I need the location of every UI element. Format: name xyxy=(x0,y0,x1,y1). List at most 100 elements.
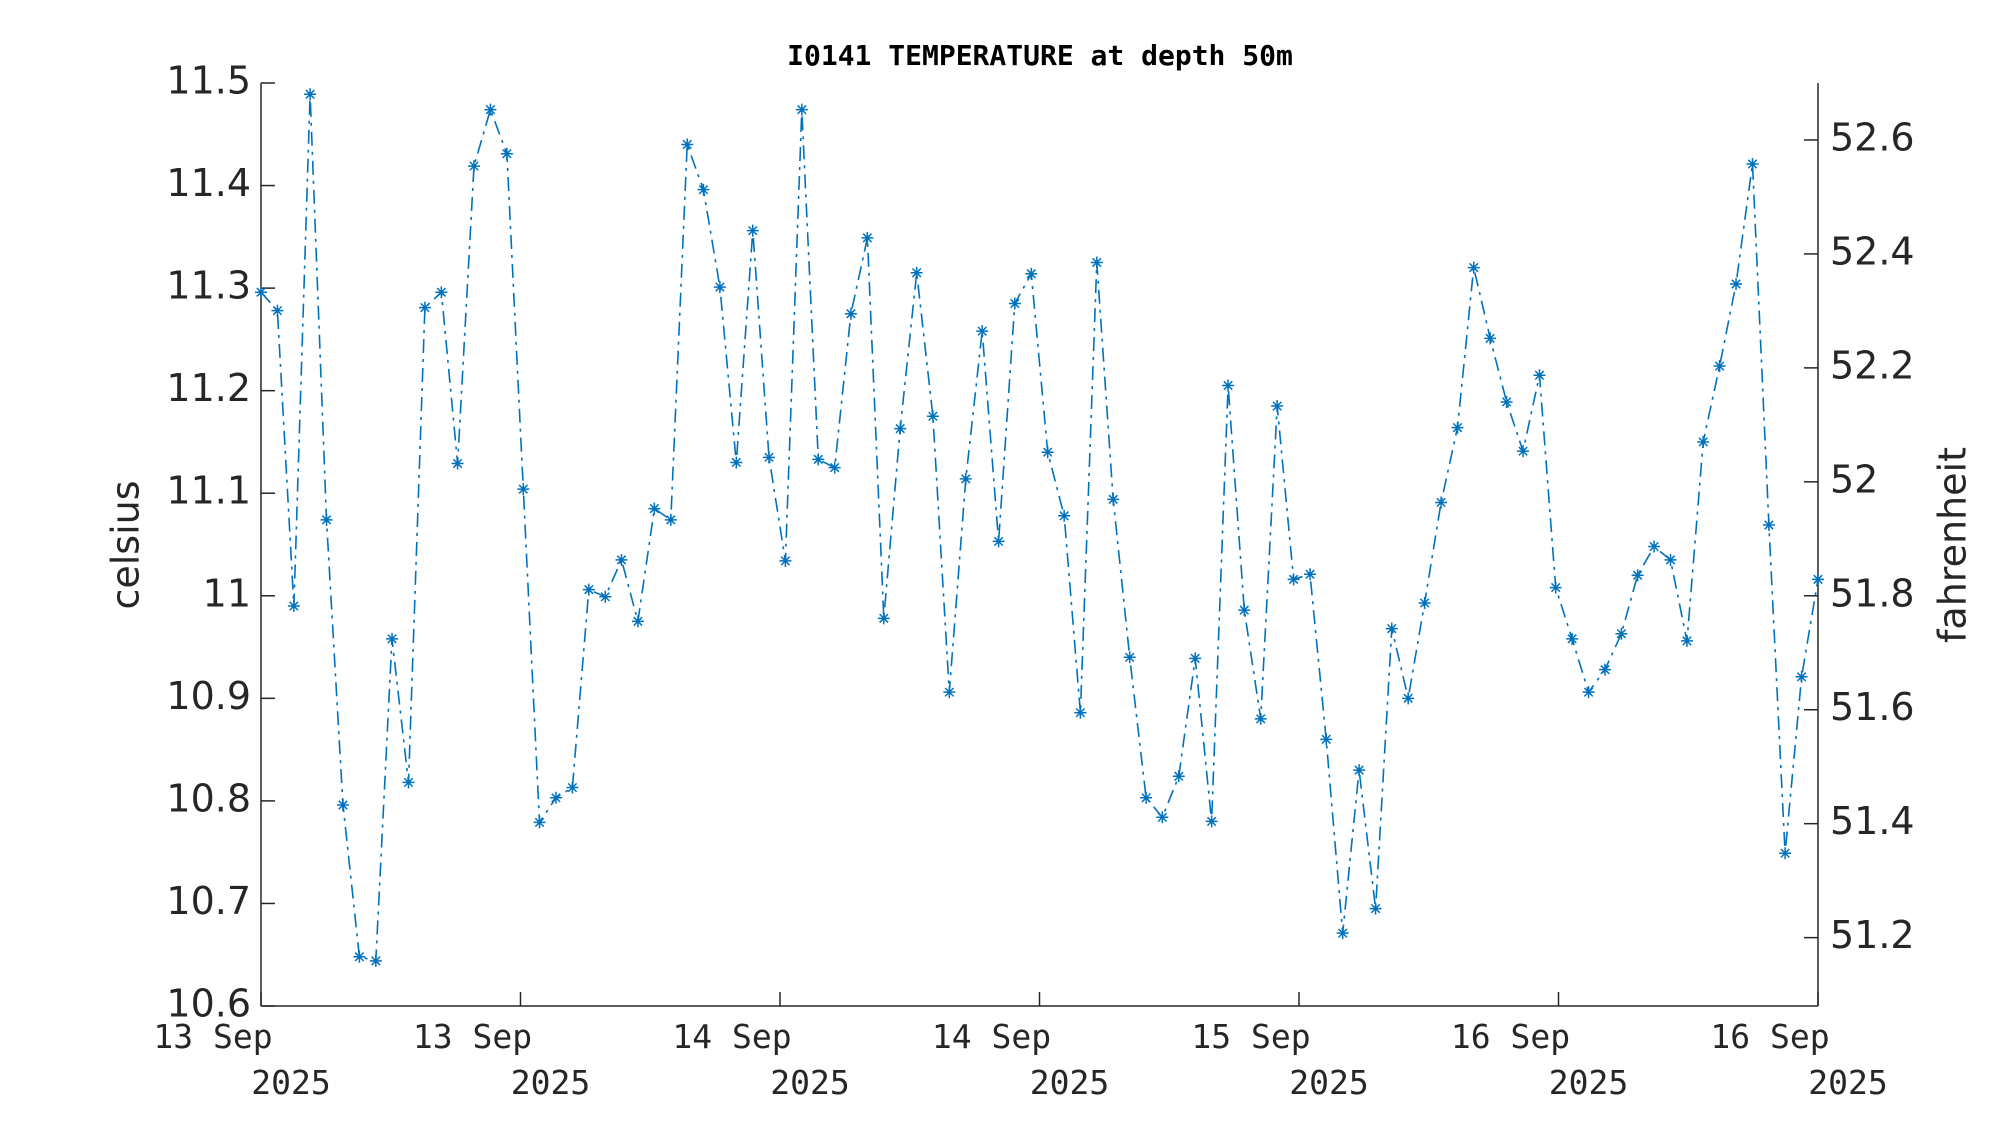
data-point xyxy=(566,781,579,794)
chart-title: I0141 TEMPERATURE at depth 50m xyxy=(787,39,1293,72)
y2-tick-label: 51.2 xyxy=(1830,913,1915,957)
data-point xyxy=(1779,847,1792,860)
y2-tick-label: 52.6 xyxy=(1830,115,1915,159)
data-point xyxy=(1156,811,1169,824)
data-point xyxy=(681,138,694,151)
data-point xyxy=(861,231,874,244)
data-point xyxy=(1172,770,1185,783)
data-point xyxy=(1074,706,1087,719)
data-point xyxy=(402,776,415,789)
data-line xyxy=(260,94,1819,962)
data-point xyxy=(1615,627,1628,640)
y-tick-label: 11 xyxy=(203,571,251,615)
data-point xyxy=(1304,568,1317,581)
data-point xyxy=(1680,634,1693,647)
data-point xyxy=(1222,379,1235,392)
data-point xyxy=(1238,604,1251,617)
data-point xyxy=(353,950,366,963)
data-point xyxy=(1254,712,1267,725)
data-point xyxy=(1090,256,1103,269)
data-point xyxy=(435,286,448,299)
y-tick-label: 11.5 xyxy=(166,59,251,103)
data-point xyxy=(1812,573,1824,586)
data-point xyxy=(1713,360,1726,373)
data-point xyxy=(779,554,792,567)
data-point xyxy=(926,410,939,423)
data-point xyxy=(746,224,759,237)
data-point xyxy=(894,422,907,435)
x-tick-label: 15 Sep 2025 xyxy=(1191,1017,1368,1102)
data-point xyxy=(1582,686,1595,699)
y-tick-label: 11.1 xyxy=(166,469,251,513)
y2-tick-label: 51.6 xyxy=(1830,685,1915,729)
data-point xyxy=(713,281,726,294)
data-point xyxy=(1205,815,1218,828)
data-point xyxy=(484,103,497,116)
data-point xyxy=(1549,581,1562,594)
y-tick-label: 10.6 xyxy=(166,982,251,1026)
data-point xyxy=(1467,261,1480,274)
data-point xyxy=(697,183,710,196)
data-point xyxy=(1008,297,1021,310)
data-point xyxy=(1107,493,1120,506)
data-point xyxy=(648,502,661,515)
data-point xyxy=(812,453,825,466)
data-point xyxy=(959,472,972,485)
data-point xyxy=(1353,764,1366,777)
data-point xyxy=(468,160,481,173)
data-point xyxy=(1025,267,1038,280)
y2-tick-label: 52.2 xyxy=(1830,343,1915,387)
data-point xyxy=(287,600,300,613)
data-point xyxy=(336,798,349,811)
data-point xyxy=(1697,435,1710,448)
data-point xyxy=(795,103,808,116)
data-point xyxy=(418,301,431,314)
x-tick-label: 14 Sep 2025 xyxy=(672,1017,849,1102)
y-tick-label: 11.2 xyxy=(166,366,251,410)
data-point xyxy=(1336,927,1349,940)
data-point xyxy=(730,456,743,469)
data-point xyxy=(369,954,382,967)
y-tick-label: 10.9 xyxy=(166,674,251,718)
data-point xyxy=(255,286,267,299)
y2-tick-label: 51.8 xyxy=(1830,571,1915,615)
data-point xyxy=(533,816,546,829)
y2-tick-label: 51.4 xyxy=(1830,799,1915,843)
data-point xyxy=(599,590,612,603)
data-point xyxy=(1058,509,1071,522)
data-point xyxy=(1566,632,1579,645)
y2-tick-label: 52.4 xyxy=(1830,229,1915,273)
data-point xyxy=(1451,421,1464,434)
data-point xyxy=(451,457,464,470)
data-point xyxy=(664,513,677,526)
data-point xyxy=(1598,663,1611,676)
y2-tick-label: 52 xyxy=(1830,457,1878,501)
data-point xyxy=(943,686,956,699)
data-point xyxy=(1648,540,1661,553)
data-point xyxy=(1041,446,1054,459)
data-point xyxy=(1320,733,1333,746)
x-tick-label: 13 Sep 2025 xyxy=(153,1017,330,1102)
data-point xyxy=(1517,445,1530,458)
data-point xyxy=(1385,622,1398,635)
data-point xyxy=(320,513,333,526)
y-tick-label: 10.7 xyxy=(166,879,251,923)
y-axis-label: celsius xyxy=(104,480,148,609)
data-point xyxy=(271,304,284,317)
data-point xyxy=(1730,278,1743,291)
data-point xyxy=(386,632,399,645)
data-point xyxy=(549,791,562,804)
data-point xyxy=(1746,158,1759,171)
data-point xyxy=(582,583,595,596)
data-point xyxy=(877,612,890,625)
data-point xyxy=(1500,395,1513,408)
data-point xyxy=(1140,791,1153,804)
x-tick-label: 16 Sep 2025 xyxy=(1710,1017,1887,1102)
data-point xyxy=(992,535,1005,548)
data-point xyxy=(762,451,775,464)
data-point xyxy=(1762,519,1775,532)
data-point xyxy=(1484,332,1497,345)
data-point xyxy=(1271,400,1284,413)
data-point xyxy=(615,553,628,566)
